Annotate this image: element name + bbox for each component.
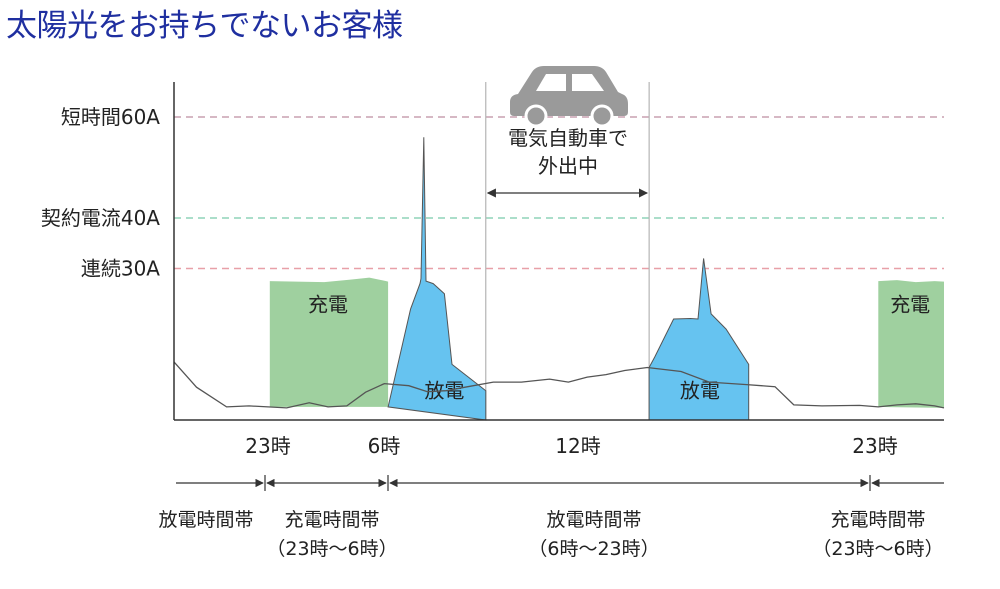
series-area-3 [878, 280, 944, 408]
x-tick-label-3: 23時 [852, 434, 897, 458]
time-band-3-line-1: （23時〜6時） [812, 538, 943, 560]
time-band-2-line-0: 放電時間帯 [546, 509, 641, 531]
trip-label-line-1: 外出中 [538, 154, 598, 178]
time-band-3-line-0: 充電時間帯 [830, 509, 925, 531]
series-area-1 [387, 137, 487, 421]
series-label-0: 充電 [308, 292, 348, 316]
page-title: 太陽光をお持ちでないお客様 [6, 8, 403, 44]
threshold-label-1: 契約電流40A [41, 206, 160, 230]
time-band-1-line-0: 充電時間帯 [284, 509, 379, 531]
car-icon [510, 66, 628, 128]
series-label-3: 充電 [890, 292, 930, 316]
time-band-2-line-1: （6時〜23時） [528, 538, 659, 560]
series-area-0 [269, 277, 389, 407]
x-tick-label-2: 12時 [555, 434, 600, 458]
threshold-label-2: 連続30A [81, 257, 160, 281]
x-tick-label-0: 23時 [245, 434, 290, 458]
x-tick-label-1: 6時 [368, 434, 401, 458]
series-area-2 [648, 258, 750, 421]
threshold-label-0: 短時間60A [61, 105, 160, 129]
base-load-line [173, 361, 945, 409]
time-band-0-line-0: 放電時間帯 [158, 509, 253, 531]
time-band-1-line-1: （23時〜6時） [266, 538, 397, 560]
trip-label-line-0: 電気自動車で [508, 126, 628, 150]
